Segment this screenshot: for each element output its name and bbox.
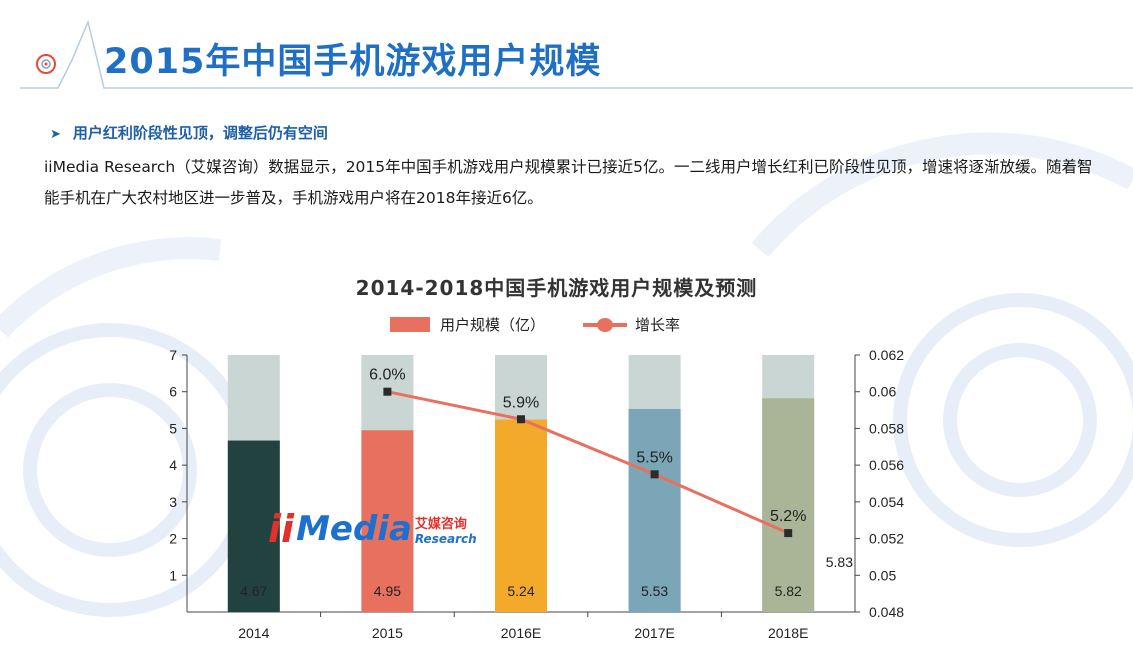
logo-ii: ii	[268, 507, 295, 551]
bar-value-label: 4.95	[374, 583, 401, 599]
y-right-tick-label: 0.06	[869, 384, 896, 400]
y-right-tick-label: 0.052	[869, 531, 904, 547]
bar-value-label: 5.24	[507, 583, 534, 599]
logo-cn: 艾媒咨询	[414, 517, 467, 532]
bar	[762, 398, 815, 612]
chart-legend: 用户规模（亿） 增长率	[390, 314, 680, 335]
page-title: 2015年中国手机游戏用户规模	[104, 42, 602, 82]
header-target-icon	[36, 54, 56, 74]
x-tick-label: 2015	[372, 625, 403, 641]
subheading: ➤ 用户红利阶段性见顶，调整后仍有空间	[50, 122, 328, 143]
x-tick-label: 2017E	[634, 625, 674, 641]
bar-value-label: 5.82	[775, 583, 802, 599]
subheading-text: 用户红利阶段性见顶，调整后仍有空间	[72, 124, 328, 142]
logo-media: Media	[296, 509, 412, 549]
y-left-tick-label: 1	[169, 567, 177, 583]
y-left-tick-label: 6	[169, 384, 177, 400]
y-right-tick-label: 0.062	[869, 347, 904, 363]
y-right-tick-label: 0.056	[869, 457, 904, 473]
bar	[227, 440, 280, 612]
legend-bar-label: 用户规模（亿）	[440, 316, 546, 334]
bar	[495, 419, 547, 612]
legend-bar-swatch	[390, 317, 430, 332]
growth-label: 5.2%	[770, 508, 806, 525]
y-right-tick-label: 0.05	[869, 567, 896, 583]
x-tick-label: 2018E	[768, 625, 808, 641]
body-paragraph: iiMedia Research（艾媒咨询）数据显示，2015年中国手机游戏用户…	[44, 158, 1093, 207]
x-tick-label: 2016E	[501, 625, 541, 641]
legend-line-label: 增长率	[635, 316, 681, 334]
y-left-tick-label: 3	[169, 494, 177, 510]
y-left-tick-label: 7	[169, 347, 177, 363]
growth-point	[650, 470, 659, 479]
bar	[361, 430, 414, 612]
chart-title: 2014-2018中国手机游戏用户规模及预测	[355, 276, 758, 300]
growth-label: 5.9%	[503, 394, 539, 411]
growth-label: 6.0%	[369, 367, 405, 384]
legend-line-swatch	[583, 317, 628, 332]
y-left-tick-label: 5	[169, 420, 177, 436]
y-right-tick-label: 0.048	[869, 604, 904, 620]
growth-line	[387, 390, 789, 535]
bar	[628, 408, 681, 612]
x-tick-label: 2014	[238, 625, 269, 641]
y-right-tick-label: 0.058	[869, 420, 904, 436]
page-header: 2015年中国手机游戏用户规模	[0, 0, 1133, 110]
stray-value-label: 5.83	[826, 554, 853, 570]
bar-value-label: 4.67	[240, 583, 267, 599]
arrow-right-icon: ➤	[50, 127, 61, 142]
y-left-tick-label: 4	[169, 457, 177, 473]
growth-point	[517, 415, 525, 424]
iimedia-logo: ii Media 艾媒咨询 Research	[268, 510, 477, 548]
growth-point	[784, 529, 793, 538]
growth-label: 5.5%	[636, 449, 672, 466]
header-art	[20, 19, 1133, 89]
logo-en: Research	[414, 532, 477, 546]
bar-value-label: 5.53	[641, 583, 668, 599]
growth-point	[383, 387, 392, 396]
y-left-tick-label: 2	[169, 531, 177, 547]
y-right-tick-label: 0.054	[869, 494, 904, 510]
